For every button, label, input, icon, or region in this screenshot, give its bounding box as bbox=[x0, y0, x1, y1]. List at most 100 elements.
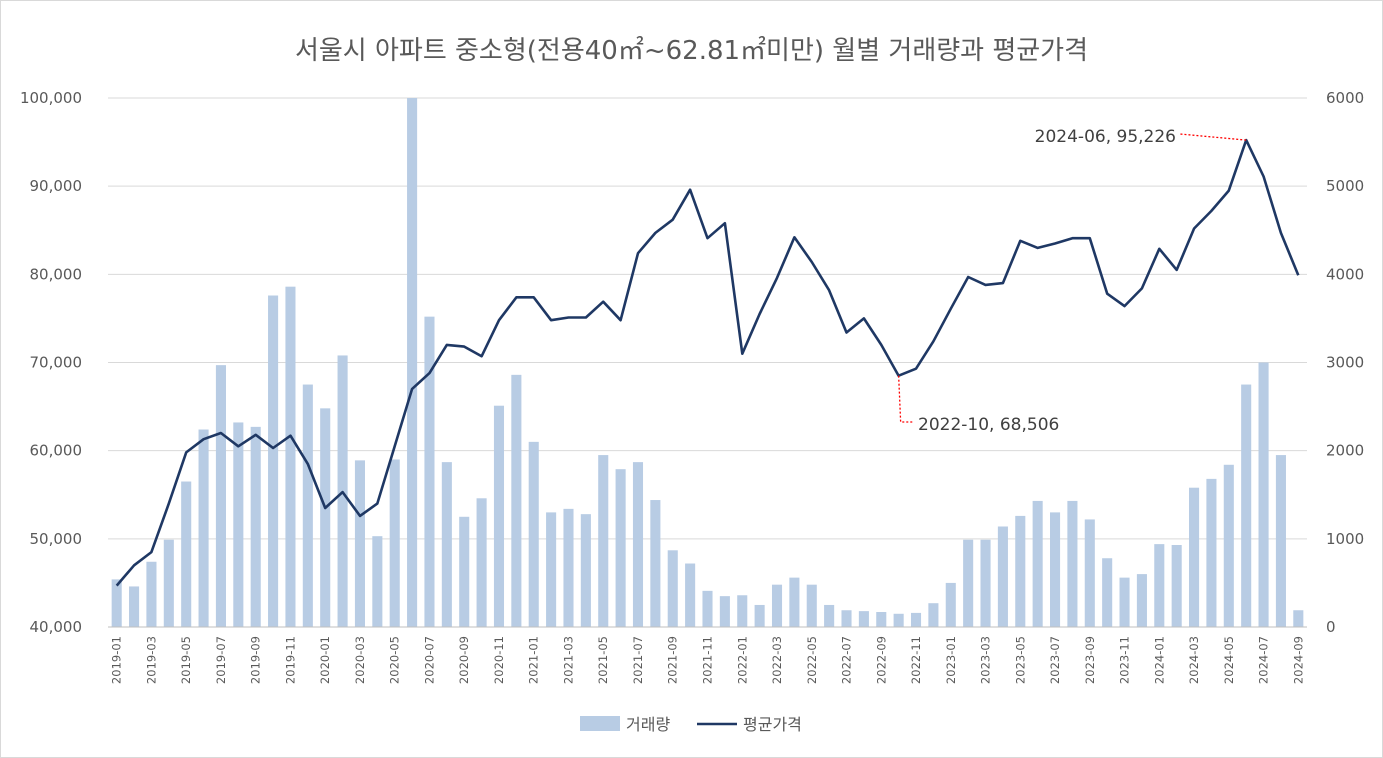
volume-bar bbox=[1067, 500, 1078, 627]
x-tick-label: 2022-05 bbox=[805, 636, 819, 684]
volume-bar bbox=[1171, 545, 1182, 627]
volume-bar bbox=[1032, 500, 1043, 627]
x-tick-label: 2021-09 bbox=[666, 636, 680, 684]
volume-bar bbox=[650, 500, 661, 627]
volume-bar bbox=[302, 384, 313, 627]
volume-bar bbox=[215, 365, 226, 627]
volume-bar bbox=[233, 422, 244, 627]
volume-bar bbox=[858, 611, 869, 627]
annotations: 2024-06, 95,226 2022-10, 68,506 bbox=[897, 127, 1247, 435]
x-tick-label: 2021-03 bbox=[561, 636, 575, 684]
volume-bar bbox=[459, 516, 470, 627]
volume-bar bbox=[250, 426, 261, 627]
y-left-tick-label: 100,000 bbox=[20, 89, 82, 107]
volume-bar bbox=[771, 584, 783, 627]
volume-bar bbox=[146, 561, 157, 627]
volume-bar bbox=[963, 539, 974, 627]
volume-bar bbox=[268, 295, 279, 627]
y-left-tick-label: 70,000 bbox=[30, 354, 83, 372]
x-tick-label: 2024-01 bbox=[1152, 636, 1166, 684]
volume-bar bbox=[1154, 544, 1165, 627]
y-right-tick-label: 4000 bbox=[1326, 265, 1364, 283]
y-left-tick-label: 90,000 bbox=[30, 177, 83, 195]
volume-bar bbox=[580, 514, 591, 627]
volume-bar bbox=[198, 429, 209, 627]
x-tick-label: 2022-01 bbox=[735, 636, 749, 684]
volume-bar bbox=[598, 455, 609, 627]
x-tick-label: 2019-01 bbox=[110, 636, 124, 684]
volume-bar bbox=[1189, 487, 1200, 627]
legend-swatch-bar bbox=[580, 716, 620, 731]
annotation-leader bbox=[897, 375, 913, 423]
volume-bar bbox=[841, 610, 852, 627]
x-tick-label: 2023-05 bbox=[1013, 636, 1027, 684]
x-tick-label: 2019-05 bbox=[179, 636, 193, 684]
volume-bar bbox=[372, 536, 383, 627]
x-tick-label: 2020-09 bbox=[457, 636, 471, 684]
annotation-label: 2024-06, 95,226 bbox=[1035, 127, 1176, 147]
x-tick-label: 2023-07 bbox=[1048, 636, 1062, 684]
volume-bar bbox=[754, 604, 765, 627]
x-tick-label: 2020-03 bbox=[353, 636, 367, 684]
y-left-tick-label: 50,000 bbox=[30, 530, 83, 548]
x-tick-label: 2021-11 bbox=[701, 636, 715, 684]
volume-bar bbox=[511, 374, 522, 627]
x-tick-label: 2021-05 bbox=[596, 636, 610, 684]
y-right-tick-label: 2000 bbox=[1326, 442, 1364, 460]
volume-bars bbox=[111, 98, 1304, 627]
volume-bar bbox=[893, 613, 904, 627]
volume-bar bbox=[1136, 574, 1147, 627]
volume-bar bbox=[632, 462, 644, 627]
x-tick-label: 2022-07 bbox=[840, 636, 854, 684]
volume-bar bbox=[493, 405, 505, 627]
volume-bar bbox=[702, 590, 713, 627]
x-tick-label: 2020-07 bbox=[422, 636, 436, 684]
volume-bar bbox=[1119, 577, 1130, 627]
volume-bar bbox=[910, 612, 922, 627]
volume-bar bbox=[407, 98, 418, 627]
volume-bar bbox=[806, 584, 817, 627]
x-axis: 2019-01 2019-03 2019-05 2019-07 2019-09 2019-… bbox=[108, 626, 1307, 684]
y-left-tick-label: 40,000 bbox=[30, 618, 83, 636]
volume-bar bbox=[1223, 464, 1234, 627]
volume-bar bbox=[789, 577, 800, 627]
y-right-tick-label: 0 bbox=[1326, 618, 1336, 636]
volume-bar bbox=[528, 441, 539, 627]
y-right-tick-label: 1000 bbox=[1326, 530, 1364, 548]
x-tick-label: 2019-09 bbox=[249, 636, 263, 684]
volume-bar bbox=[1049, 512, 1061, 627]
volume-bar bbox=[1084, 519, 1095, 627]
x-tick-label: 2021-01 bbox=[527, 636, 541, 684]
volume-bar bbox=[876, 612, 887, 627]
legend-label: 거래량 bbox=[626, 715, 670, 734]
x-tick-label: 2019-03 bbox=[144, 636, 158, 684]
x-tick-label: 2024-05 bbox=[1222, 636, 1236, 684]
volume-bar bbox=[163, 539, 174, 627]
annotation-label: 2022-10, 68,506 bbox=[918, 415, 1059, 435]
x-tick-label: 2023-11 bbox=[1118, 636, 1132, 684]
volume-bar bbox=[111, 579, 122, 627]
volume-bar bbox=[129, 586, 140, 627]
x-tick-label: 2023-03 bbox=[979, 636, 993, 684]
volume-bar bbox=[285, 286, 296, 627]
volume-bar bbox=[997, 526, 1008, 627]
volume-bar bbox=[685, 563, 696, 627]
volume-bar bbox=[320, 408, 331, 627]
y-right-tick-label: 3000 bbox=[1326, 354, 1364, 372]
volume-bar bbox=[1258, 362, 1269, 627]
x-tick-label: 2022-09 bbox=[874, 636, 888, 684]
volume-bar bbox=[667, 550, 678, 627]
y-axis-right: 0 1000 2000 3000 4000 5000 6000 bbox=[1326, 89, 1364, 636]
volume-bar bbox=[824, 604, 835, 627]
x-tick-label: 2019-07 bbox=[214, 636, 228, 684]
y-right-tick-label: 6000 bbox=[1326, 89, 1364, 107]
volume-bar bbox=[546, 512, 557, 627]
volume-bar bbox=[980, 539, 991, 627]
y-left-tick-label: 60,000 bbox=[30, 442, 83, 460]
volume-bar bbox=[928, 603, 939, 627]
x-tick-label: 2023-09 bbox=[1083, 636, 1097, 684]
legend-label: 평균가격 bbox=[743, 715, 802, 734]
legend: 거래량 평균가격 bbox=[580, 715, 802, 734]
